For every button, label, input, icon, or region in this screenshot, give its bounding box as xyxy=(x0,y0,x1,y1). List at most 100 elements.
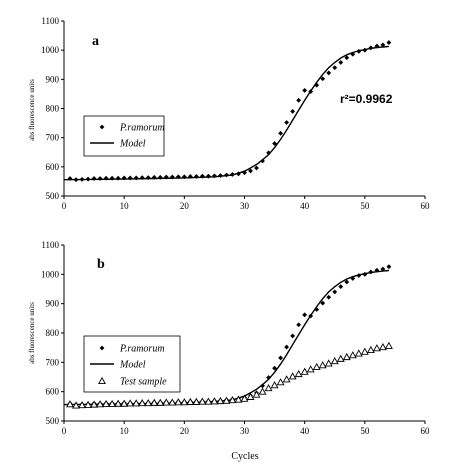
data-point xyxy=(91,176,97,181)
x-tick-label: 60 xyxy=(421,201,431,211)
data-point xyxy=(228,396,237,404)
y-tick-label: 600 xyxy=(46,162,60,172)
legend-label: Model xyxy=(119,360,146,371)
data-point xyxy=(318,361,327,369)
data-point xyxy=(66,400,74,408)
x-axis-label: Cycles xyxy=(231,451,258,462)
data-point xyxy=(242,170,247,176)
data-point xyxy=(332,65,338,71)
x-tick-label: 20 xyxy=(180,426,190,436)
data-point xyxy=(254,165,259,171)
series-model xyxy=(63,269,389,406)
data-point xyxy=(366,345,375,354)
y-axis-label: abs fluorescence units xyxy=(28,79,36,141)
x-tick-label: 0 xyxy=(62,426,67,436)
data-point xyxy=(294,369,303,378)
r-squared-annotation: r²=0.9962 xyxy=(340,92,393,106)
data-point xyxy=(320,300,326,306)
data-point xyxy=(278,130,283,136)
data-point xyxy=(344,279,350,285)
data-point xyxy=(216,396,225,405)
series-test-sample xyxy=(66,341,393,409)
y-tick-label: 1100 xyxy=(41,16,59,26)
data-point xyxy=(126,399,135,407)
data-point xyxy=(132,399,141,407)
x-tick-label: 40 xyxy=(300,201,310,211)
data-point xyxy=(300,367,309,375)
data-point xyxy=(288,372,297,380)
data-point xyxy=(96,400,105,408)
data-point xyxy=(386,40,392,45)
x-tick-label: 50 xyxy=(360,426,370,436)
data-point xyxy=(157,174,163,180)
legend-label: Model xyxy=(119,139,146,150)
panel-letter: b xyxy=(97,257,105,272)
data-point xyxy=(186,397,195,405)
data-point xyxy=(326,294,332,300)
x-tick-label: 10 xyxy=(120,426,130,436)
x-tick-label: 40 xyxy=(300,426,310,436)
x-tick-label: 10 xyxy=(120,201,130,211)
data-point xyxy=(168,398,177,406)
y-tick-label: 500 xyxy=(46,416,60,426)
series-model xyxy=(63,45,389,181)
data-point xyxy=(284,120,290,125)
data-point xyxy=(109,175,115,181)
data-point xyxy=(336,354,345,362)
data-point xyxy=(332,289,338,295)
x-tick-label: 50 xyxy=(360,201,370,211)
data-point xyxy=(276,378,285,386)
data-point xyxy=(314,307,320,312)
legend-diamond-symbol xyxy=(99,345,105,351)
model-curve xyxy=(63,45,389,181)
data-point xyxy=(150,398,159,406)
data-point xyxy=(260,383,265,389)
data-point xyxy=(278,355,283,361)
chart-panel-b: 500 600 700 800 900 1000 1100 0 10 20 30 40 50 60 abs … xyxy=(28,240,430,462)
data-point xyxy=(138,398,147,407)
data-point xyxy=(97,176,103,181)
x-tick-label: 0 xyxy=(62,201,67,211)
data-point xyxy=(180,398,189,406)
data-point xyxy=(72,401,80,409)
data-point xyxy=(290,109,296,114)
x-tick-label: 30 xyxy=(240,201,250,211)
data-point xyxy=(252,390,261,398)
data-point xyxy=(282,375,291,383)
y-tick-label: 700 xyxy=(46,357,60,367)
legend-box xyxy=(83,115,165,157)
y-tick-label: 1000 xyxy=(41,45,60,55)
data-point xyxy=(206,173,211,179)
legend-label: P.ramorum xyxy=(119,344,165,355)
x-tick-label: 60 xyxy=(421,426,431,436)
data-point xyxy=(342,352,351,361)
data-point xyxy=(120,399,129,407)
data-point xyxy=(240,394,249,402)
data-point xyxy=(386,264,392,270)
data-point xyxy=(312,362,321,371)
data-point xyxy=(210,397,219,405)
legend-label: Test sample xyxy=(120,377,167,388)
data-point xyxy=(338,284,344,290)
data-point xyxy=(354,349,363,357)
data-point xyxy=(248,168,253,174)
data-point xyxy=(306,365,315,373)
legend: P.ramorum Model Test sample xyxy=(83,335,181,393)
data-point xyxy=(270,381,279,389)
legend-diamond-symbol xyxy=(99,124,105,130)
data-point xyxy=(114,399,123,407)
data-point xyxy=(151,174,157,180)
data-point xyxy=(344,55,350,61)
data-point xyxy=(246,392,255,400)
data-point xyxy=(264,384,273,392)
data-point xyxy=(380,42,386,48)
x-tick-label: 30 xyxy=(240,426,250,436)
y-tick-label: 500 xyxy=(46,191,60,201)
y-tick-label: 700 xyxy=(46,133,60,143)
data-point xyxy=(193,174,199,179)
legend: P.ramorum Model xyxy=(83,115,165,157)
data-point xyxy=(103,175,109,181)
panel-letter: a xyxy=(92,34,99,49)
y-tick-label: 800 xyxy=(46,104,60,114)
